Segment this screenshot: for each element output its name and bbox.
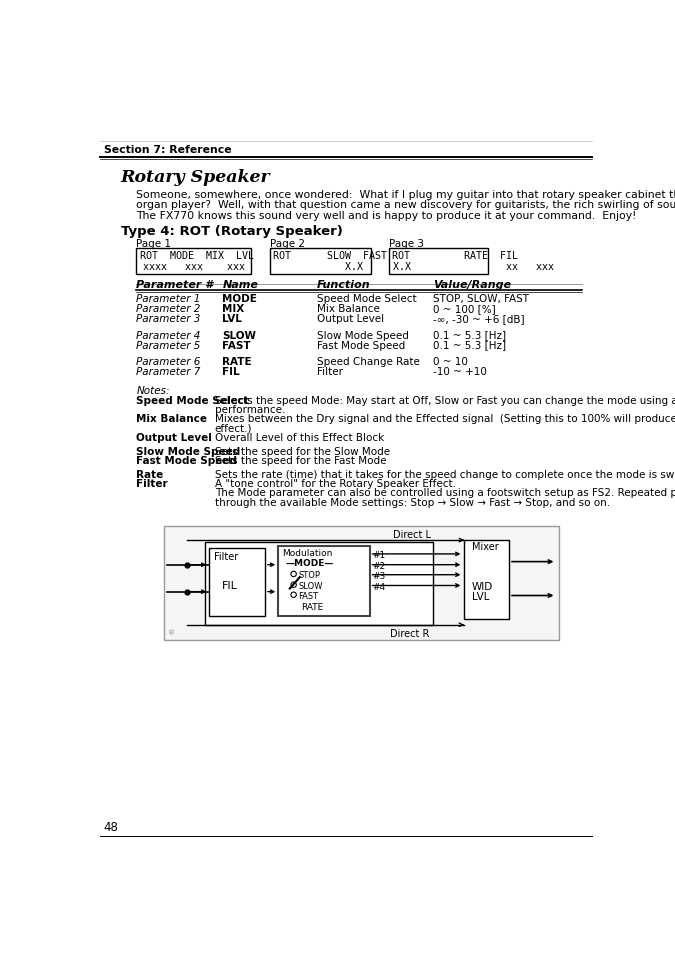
Text: ROT  MODE  MIX  LVL: ROT MODE MIX LVL xyxy=(140,251,254,261)
Text: Parameter 1: Parameter 1 xyxy=(136,294,200,304)
Text: Modulation: Modulation xyxy=(282,549,332,558)
Text: RATE: RATE xyxy=(301,602,323,612)
Circle shape xyxy=(291,572,296,577)
Text: Output Level: Output Level xyxy=(317,314,384,324)
Text: 0 ~ 100 [%]: 0 ~ 100 [%] xyxy=(433,304,496,314)
Text: Overall Level of this Effect Block: Overall Level of this Effect Block xyxy=(215,433,384,442)
Text: Parameter #: Parameter # xyxy=(136,279,213,290)
Text: FAST: FAST xyxy=(222,340,251,350)
Text: 0.1 ~ 5.3 [Hz]: 0.1 ~ 5.3 [Hz] xyxy=(433,340,506,350)
Text: #4: #4 xyxy=(372,582,385,591)
Text: #3: #3 xyxy=(372,571,385,580)
Text: Mixer: Mixer xyxy=(472,541,499,552)
Text: 48: 48 xyxy=(104,820,119,833)
Text: Mix Balance: Mix Balance xyxy=(136,414,207,424)
Text: Notes:: Notes: xyxy=(136,386,170,395)
Text: STOP: STOP xyxy=(298,571,320,579)
Text: Rotary Speaker: Rotary Speaker xyxy=(121,169,271,186)
Text: Page 3: Page 3 xyxy=(389,238,424,249)
Text: Fast Mode Speed: Fast Mode Speed xyxy=(136,456,238,466)
Text: Name: Name xyxy=(222,279,259,290)
Text: ROT      SLOW  FAST: ROT SLOW FAST xyxy=(273,251,387,261)
Text: Slow Mode Speed: Slow Mode Speed xyxy=(136,446,240,456)
Text: Slow Mode Speed: Slow Mode Speed xyxy=(317,330,409,340)
Text: —MODE—: —MODE— xyxy=(286,558,334,567)
Bar xyxy=(278,547,370,616)
Text: xx   xxx: xx xxx xyxy=(392,262,554,272)
Text: WID: WID xyxy=(472,581,493,591)
Text: RATE: RATE xyxy=(222,356,252,366)
Text: Filter: Filter xyxy=(214,551,238,561)
Text: FAST: FAST xyxy=(298,591,319,600)
Text: Speed Mode Select: Speed Mode Select xyxy=(317,294,416,304)
Text: SLOW: SLOW xyxy=(222,330,256,340)
Circle shape xyxy=(291,582,296,588)
Text: FIL: FIL xyxy=(221,580,238,590)
Text: Function: Function xyxy=(317,279,371,290)
Text: SLOW: SLOW xyxy=(298,581,323,590)
Text: Sets the speed for the Slow Mode: Sets the speed for the Slow Mode xyxy=(215,446,389,456)
Text: through the available Mode settings: Stop → Slow → Fast → Stop, and so on.: through the available Mode settings: Sto… xyxy=(215,497,610,507)
Text: Page 2: Page 2 xyxy=(271,238,305,249)
Bar xyxy=(464,540,509,618)
Bar xyxy=(389,249,488,275)
Text: Mixes between the Dry signal and the Effected signal  (Setting this to 100% will: Mixes between the Dry signal and the Eff… xyxy=(215,414,675,424)
Text: Direct L: Direct L xyxy=(393,530,431,539)
Text: STOP, SLOW, FAST: STOP, SLOW, FAST xyxy=(433,294,529,304)
Text: Parameter 2: Parameter 2 xyxy=(136,304,200,314)
Text: 0 ~ 10: 0 ~ 10 xyxy=(433,356,468,366)
Text: MIX: MIX xyxy=(222,304,244,314)
Text: #2: #2 xyxy=(372,561,385,570)
Text: LVL: LVL xyxy=(472,591,489,601)
Bar xyxy=(136,249,251,275)
Text: Someone, somewhere, once wondered:  What if I plug my guitar into that rotary sp: Someone, somewhere, once wondered: What … xyxy=(136,190,675,199)
Text: Speed Change Rate: Speed Change Rate xyxy=(317,356,420,366)
Text: Sets the rate (time) that it takes for the speed change to complete once the mod: Sets the rate (time) that it takes for t… xyxy=(215,470,675,479)
Circle shape xyxy=(291,593,296,598)
Text: Filter: Filter xyxy=(317,366,343,376)
Bar xyxy=(271,249,371,275)
Text: Rate: Rate xyxy=(136,470,163,479)
Text: -10 ~ +10: -10 ~ +10 xyxy=(433,366,487,376)
Text: Sets the speed for the Fast Mode: Sets the speed for the Fast Mode xyxy=(215,456,386,466)
Text: A "tone control" for the Rotary Speaker Effect.: A "tone control" for the Rotary Speaker … xyxy=(215,478,456,489)
Text: ROT         RATE  FIL: ROT RATE FIL xyxy=(392,251,518,261)
Text: Section 7: Reference: Section 7: Reference xyxy=(104,145,232,154)
Text: Type 4: ROT (Rotary Speaker): Type 4: ROT (Rotary Speaker) xyxy=(121,224,343,237)
Text: Page 1: Page 1 xyxy=(136,238,171,249)
Text: The Mode parameter can also be controlled using a footswitch setup as FS2. Repea: The Mode parameter can also be controlle… xyxy=(215,488,675,497)
Text: #1: #1 xyxy=(372,551,385,559)
Text: effect.): effect.) xyxy=(215,423,252,434)
Text: -∞, -30 ~ +6 [dB]: -∞, -30 ~ +6 [dB] xyxy=(433,314,524,324)
Text: Selects the speed Mode: May start at Off, Slow or Fast you can change the mode u: Selects the speed Mode: May start at Off… xyxy=(215,395,675,406)
Text: Direct R: Direct R xyxy=(391,628,430,638)
Text: Fast Mode Speed: Fast Mode Speed xyxy=(317,340,405,350)
Text: Parameter 5: Parameter 5 xyxy=(136,340,200,350)
Text: Parameter 4: Parameter 4 xyxy=(136,330,200,340)
Text: Speed Mode Select: Speed Mode Select xyxy=(136,395,249,406)
Text: FIL: FIL xyxy=(222,366,240,376)
Text: X.X     X.X: X.X X.X xyxy=(273,262,412,272)
Text: xxxx   xxx    xxx: xxxx xxx xxx xyxy=(143,262,245,272)
Text: organ player?  Well, with that question came a new discovery for guitarists, the: organ player? Well, with that question c… xyxy=(136,200,675,211)
Bar xyxy=(205,542,433,625)
Text: Filter: Filter xyxy=(136,478,168,489)
Text: ®: ® xyxy=(168,629,176,636)
Text: performance.: performance. xyxy=(215,405,285,415)
Text: 0.1 ~ 5.3 [Hz]: 0.1 ~ 5.3 [Hz] xyxy=(433,330,506,340)
Text: LVL: LVL xyxy=(222,314,242,324)
Text: MODE: MODE xyxy=(222,294,257,304)
Bar xyxy=(209,548,265,616)
Text: Parameter 3: Parameter 3 xyxy=(136,314,200,324)
Text: Output Level: Output Level xyxy=(136,433,212,442)
Text: Parameter 7: Parameter 7 xyxy=(136,366,200,376)
Text: Value/Range: Value/Range xyxy=(433,279,511,290)
Bar xyxy=(164,527,560,640)
Text: Parameter 6: Parameter 6 xyxy=(136,356,200,366)
Text: The FX770 knows this sound very well and is happy to produce it at your command.: The FX770 knows this sound very well and… xyxy=(136,211,637,221)
Text: Mix Balance: Mix Balance xyxy=(317,304,380,314)
